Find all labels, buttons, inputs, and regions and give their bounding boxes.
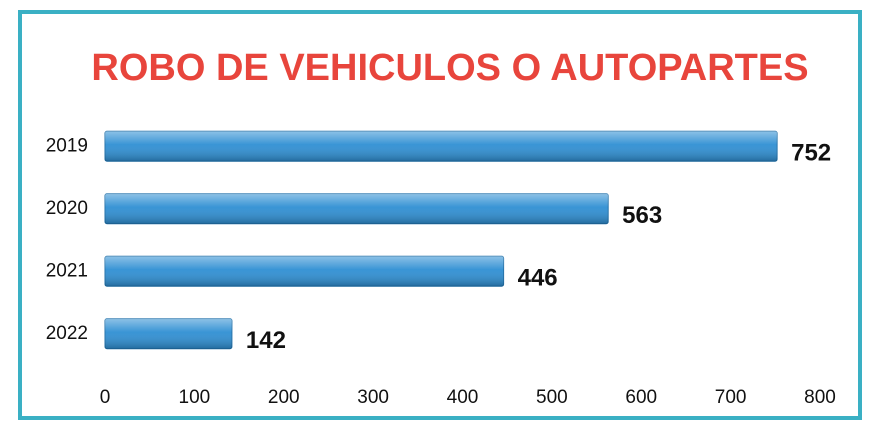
x-tick-label: 800 — [804, 387, 836, 408]
x-tick-label: 700 — [715, 387, 747, 408]
bar-gloss — [105, 193, 609, 224]
y-tick-label: 2019 — [46, 135, 88, 156]
x-tick-label: 300 — [357, 387, 389, 408]
x-tick-label: 0 — [100, 387, 111, 408]
bar-gloss — [105, 131, 778, 162]
x-tick-label: 600 — [625, 387, 657, 408]
data-label: 142 — [246, 327, 286, 354]
bar-gloss — [105, 256, 504, 287]
y-tick-label: 2020 — [46, 198, 88, 219]
y-tick-label: 2021 — [46, 260, 88, 281]
bar-gloss — [105, 318, 232, 349]
x-tick-label: 100 — [179, 387, 211, 408]
data-label: 752 — [791, 140, 831, 167]
data-label: 446 — [518, 265, 558, 292]
data-label: 563 — [622, 202, 662, 229]
x-tick-label: 500 — [536, 387, 568, 408]
x-tick-label: 400 — [447, 387, 479, 408]
y-tick-label: 2022 — [46, 323, 88, 344]
chart-title: ROBO DE VEHICULOS O AUTOPARTES — [91, 47, 808, 89]
x-tick-label: 200 — [268, 387, 300, 408]
